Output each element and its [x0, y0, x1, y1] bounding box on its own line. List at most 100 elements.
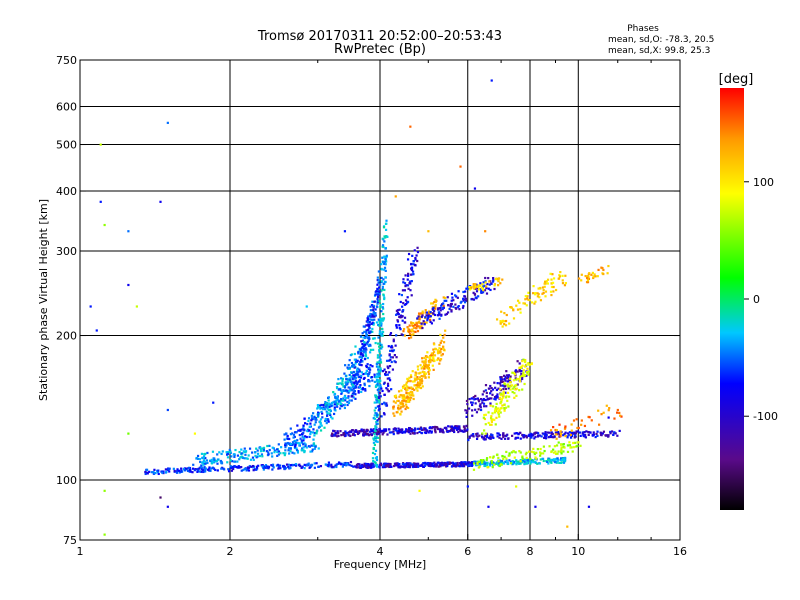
echo-point	[204, 469, 207, 472]
echo-point	[459, 165, 462, 168]
echo-point	[361, 339, 365, 342]
echo-point	[283, 438, 286, 441]
echo-point	[315, 430, 318, 433]
echo-point	[337, 434, 340, 438]
echo-point	[255, 456, 258, 459]
echo-point	[373, 443, 376, 446]
echo-point	[206, 461, 209, 465]
echo-point	[507, 437, 510, 440]
echo-point	[508, 322, 511, 325]
echo-point	[544, 431, 547, 434]
echo-point	[387, 345, 390, 348]
echo-point	[407, 392, 410, 395]
echo-point	[504, 406, 508, 409]
echo-point	[432, 306, 435, 310]
echo-point	[389, 465, 392, 469]
echo-point	[368, 320, 371, 324]
echo-point	[318, 406, 322, 409]
echo-point	[367, 380, 370, 383]
echo-point	[146, 472, 149, 475]
echo-point	[530, 301, 534, 304]
stats-o-mode: mean, sd,O: -78.3, 20.5	[608, 35, 714, 45]
echo-point	[351, 377, 354, 381]
echo-point	[355, 360, 359, 363]
echo-point	[405, 405, 408, 408]
echo-point	[550, 450, 553, 453]
echo-point	[472, 432, 475, 436]
echo-point	[159, 496, 162, 499]
echo-point	[390, 344, 393, 348]
echo-point	[203, 466, 206, 469]
echo-point	[534, 505, 537, 508]
echo-point	[572, 446, 575, 449]
echo-point	[472, 298, 476, 301]
echo-point	[506, 380, 509, 383]
echo-point	[387, 366, 390, 370]
echo-point	[550, 459, 553, 462]
echo-point	[374, 341, 377, 345]
echo-point	[543, 436, 546, 440]
echo-point	[378, 380, 381, 384]
echo-point	[388, 377, 391, 380]
echo-point	[432, 426, 436, 429]
echo-point	[556, 452, 559, 455]
echo-point	[248, 464, 251, 468]
echo-point	[524, 360, 527, 363]
echo-point	[380, 429, 383, 433]
echo-point	[368, 337, 371, 340]
echo-point	[383, 464, 387, 467]
echo-point	[405, 383, 408, 386]
echo-point	[344, 375, 348, 378]
echo-point	[417, 465, 420, 468]
echo-point	[462, 304, 465, 308]
echo-point	[528, 299, 532, 302]
echo-point	[379, 358, 382, 361]
echo-point	[95, 329, 98, 332]
echo-point	[359, 360, 362, 363]
echo-point	[371, 457, 375, 460]
echo-point	[379, 283, 382, 286]
echo-point	[410, 294, 413, 297]
echo-point	[376, 356, 379, 359]
echo-point	[502, 457, 505, 461]
echo-point	[353, 358, 356, 361]
echo-point	[519, 451, 522, 454]
y-tick-label: 600	[56, 101, 77, 114]
echo-point	[361, 346, 364, 349]
echo-point	[374, 425, 377, 428]
echo-point	[616, 434, 619, 437]
echo-point	[277, 467, 280, 470]
echo-point	[381, 402, 384, 406]
echo-point	[200, 466, 204, 469]
echo-point	[476, 287, 479, 290]
echo-point	[417, 382, 420, 386]
echo-point	[372, 322, 375, 325]
echo-point	[376, 388, 379, 392]
echo-point	[505, 457, 508, 460]
echo-point	[433, 354, 437, 357]
echo-point	[417, 377, 420, 381]
echo-point	[310, 419, 313, 422]
echo-point	[400, 333, 403, 336]
echo-point	[429, 319, 432, 322]
echo-point	[419, 321, 422, 325]
echo-point	[496, 279, 500, 282]
echo-point	[351, 364, 354, 368]
echo-point	[468, 463, 472, 466]
echo-point	[420, 431, 423, 435]
echo-point	[481, 432, 484, 435]
echo-point	[417, 462, 420, 465]
echo-point	[383, 465, 386, 469]
echo-point	[450, 465, 454, 468]
echo-point	[406, 394, 409, 397]
echo-point	[501, 321, 504, 324]
echo-point	[511, 434, 514, 437]
echo-point	[359, 355, 362, 359]
echo-point	[453, 430, 456, 434]
echo-point	[554, 450, 557, 453]
echo-point	[465, 415, 468, 418]
echo-point	[406, 399, 410, 402]
echo-point	[490, 420, 494, 423]
echo-point	[553, 435, 556, 438]
